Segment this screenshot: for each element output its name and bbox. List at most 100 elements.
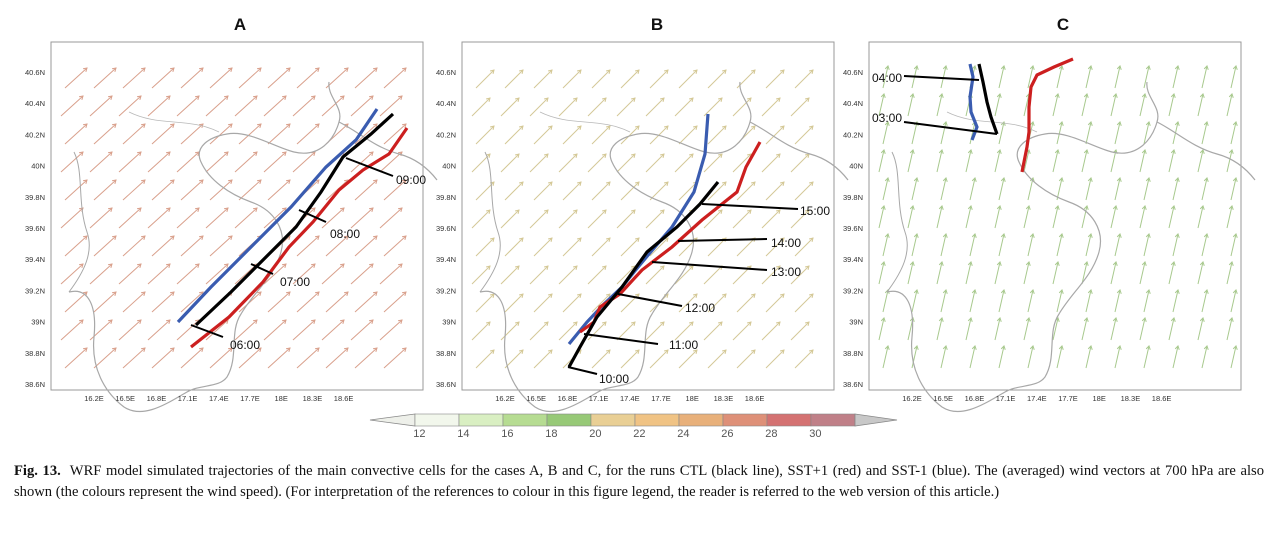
- wind-arrowhead: [746, 97, 752, 103]
- leader-line: [250, 263, 274, 275]
- wind-arrowhead: [913, 177, 919, 182]
- wind-arrow: [151, 123, 175, 145]
- wind-arrowhead: [82, 347, 88, 352]
- wind-arrowhead: [1112, 317, 1118, 322]
- wind-arrowhead: [1029, 65, 1035, 70]
- wind-arrow: [89, 207, 113, 229]
- lat-tick: 40.6N: [25, 68, 45, 77]
- wind-arrow: [325, 291, 349, 313]
- wind-arrow: [1197, 93, 1204, 117]
- wind-arrow: [93, 291, 117, 313]
- wind-arrowhead: [1174, 345, 1180, 350]
- wind-arrowhead: [169, 179, 175, 184]
- wind-arrowhead: [256, 179, 262, 184]
- lat-tick: 39.4N: [25, 255, 45, 264]
- wind-arrowhead: [111, 235, 117, 240]
- wind-arrow: [674, 265, 694, 285]
- wind-arrowhead: [372, 67, 378, 72]
- lat-tick: 40.4N: [25, 99, 45, 108]
- wind-arrow: [878, 93, 885, 117]
- wind-arrow: [379, 207, 403, 229]
- wind-arrow: [350, 319, 374, 341]
- wind-arrow: [1081, 205, 1088, 229]
- wind-arrow: [1226, 205, 1233, 229]
- wind-arrow: [267, 67, 291, 89]
- wind-arrow: [321, 207, 345, 229]
- wind-arrow: [1230, 289, 1237, 313]
- wind-arrowhead: [1116, 289, 1122, 294]
- wind-arrow: [475, 125, 495, 145]
- wind-arrowhead: [227, 123, 233, 128]
- lon-tick: 16.5E: [933, 394, 953, 403]
- wind-arrow: [1143, 177, 1150, 201]
- wind-arrow: [765, 125, 785, 145]
- lat-tick: 40.6N: [843, 68, 863, 77]
- wind-arrow: [354, 235, 378, 257]
- wind-arrow: [296, 123, 320, 145]
- time-label: 06:00: [230, 338, 260, 352]
- wind-arrow: [64, 291, 88, 313]
- wind-arrow: [383, 291, 407, 313]
- lat-tick: 40N: [442, 162, 456, 171]
- wind-arrow: [878, 261, 885, 285]
- wind-arrow: [1023, 149, 1030, 173]
- wind-arrowhead: [1141, 205, 1147, 210]
- wind-arrow: [878, 149, 885, 173]
- wind-arrowhead: [601, 265, 607, 271]
- wind-arrowhead: [746, 321, 752, 327]
- wind-arrowhead: [1087, 233, 1093, 238]
- time-label: 11:00: [669, 338, 698, 352]
- time-label: 07:00: [280, 275, 310, 289]
- wind-arrowhead: [107, 263, 113, 268]
- wind-arrowhead: [485, 97, 491, 103]
- wind-arrow: [790, 209, 810, 229]
- wind-arrow: [500, 153, 520, 173]
- wind-arrow: [1168, 149, 1175, 173]
- wind-arrow: [383, 347, 407, 369]
- wind-arrowhead: [1145, 345, 1151, 350]
- leader-line: [583, 333, 659, 345]
- wind-arrow: [1172, 177, 1179, 201]
- wind-arrowhead: [717, 97, 723, 103]
- map-frame: [50, 41, 424, 391]
- lat-tick: 38.6N: [436, 380, 456, 389]
- wind-arrowhead: [368, 263, 374, 268]
- wind-arrowhead: [111, 347, 117, 352]
- wind-arrowhead: [1116, 233, 1122, 238]
- wind-arrow: [645, 265, 665, 285]
- wind-arrowhead: [1141, 93, 1147, 98]
- wind-arrowhead: [314, 291, 320, 296]
- wind-arrowhead: [775, 97, 781, 103]
- wind-arrowhead: [717, 321, 723, 327]
- wind-arrow: [147, 151, 171, 173]
- lat-tick: 40.2N: [25, 130, 45, 139]
- wind-arrow: [1143, 121, 1150, 145]
- wind-arrowhead: [397, 319, 403, 324]
- wind-arrow: [1230, 345, 1237, 369]
- wind-arrowhead: [1116, 121, 1122, 126]
- wind-arrow: [591, 237, 611, 257]
- wind-arrow: [936, 261, 943, 285]
- wind-arrow: [761, 321, 781, 341]
- wind-arrowhead: [601, 153, 607, 159]
- wind-arrow: [475, 293, 495, 313]
- wind-arrow: [147, 207, 171, 229]
- time-label: 14:00: [771, 236, 801, 250]
- wind-arrowhead: [576, 125, 582, 131]
- wind-arrowhead: [285, 67, 291, 72]
- wind-arrowhead: [804, 265, 810, 271]
- colorbar-tick: 14: [457, 428, 469, 440]
- wind-arrowhead: [78, 263, 84, 268]
- wind-arrow: [180, 347, 204, 369]
- wind-arrowhead: [659, 321, 665, 327]
- wind-arrow: [998, 121, 1005, 145]
- wind-arrow: [176, 263, 200, 285]
- wind-arrowhead: [1199, 261, 1205, 266]
- wind-arrowhead: [1203, 121, 1209, 126]
- wind-arrowhead: [1232, 345, 1238, 350]
- wind-arrow: [558, 265, 578, 285]
- wind-arrow: [907, 261, 914, 285]
- wind-arrow: [1143, 233, 1150, 257]
- wind-arrow: [60, 95, 84, 117]
- wind-arrow: [674, 153, 694, 173]
